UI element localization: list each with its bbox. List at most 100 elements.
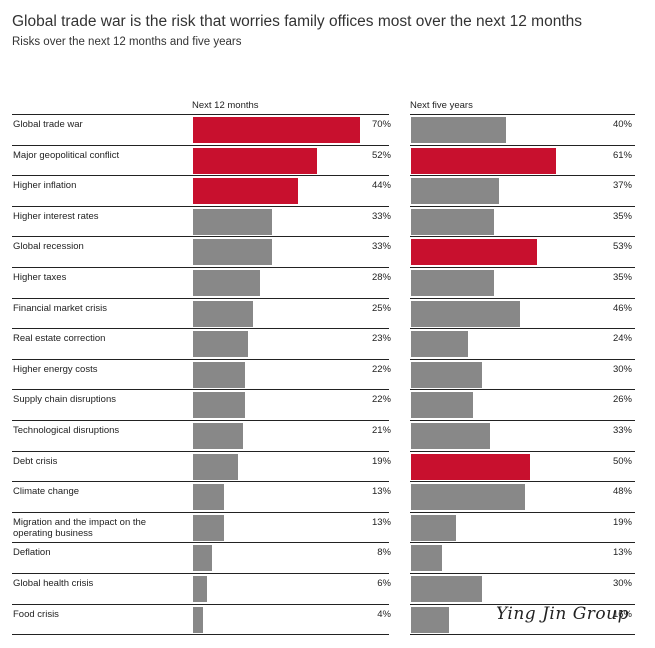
row-divider xyxy=(410,450,635,452)
bar-next-12-months xyxy=(193,208,272,235)
bar-next-five-years xyxy=(411,484,526,511)
row-divider xyxy=(12,511,389,513)
category-label: Higher inflation xyxy=(13,180,77,192)
value-label: 23% xyxy=(371,333,391,345)
category-label: Higher interest rates xyxy=(13,210,99,222)
value-label: 30% xyxy=(612,578,632,589)
row-divider xyxy=(12,542,389,544)
bar-next-12-months xyxy=(193,576,208,602)
bar-next-12-months xyxy=(193,270,260,296)
value-label: 40% xyxy=(612,119,632,130)
row-divider xyxy=(410,175,635,177)
column-header-next-five-years: Next five years xyxy=(410,100,473,111)
row-divider xyxy=(12,573,389,574)
value-label: 30% xyxy=(612,363,632,375)
row-divider xyxy=(12,175,389,177)
row-divider xyxy=(12,205,389,207)
row-divider xyxy=(12,267,389,268)
value-label: 44% xyxy=(371,180,391,192)
row-divider xyxy=(12,420,389,421)
value-label: 19% xyxy=(371,455,391,467)
bar-next-12-months xyxy=(193,606,203,633)
category-label: Technological disruptions xyxy=(13,425,120,436)
row-divider xyxy=(12,603,389,605)
row-divider xyxy=(12,328,389,330)
bar-next-12-months xyxy=(193,514,224,541)
bar-next-five-years xyxy=(411,331,469,358)
value-label: 28% xyxy=(371,272,391,283)
bar-next-five-years xyxy=(411,606,450,633)
value-label: 33% xyxy=(612,425,632,436)
watermark-logo: Ying Jin Group xyxy=(496,604,629,624)
value-label: 13% xyxy=(371,516,391,528)
bar-next-five-years xyxy=(411,239,538,266)
bar-next-12-months xyxy=(193,178,298,205)
category-label: Higher energy costs xyxy=(13,363,98,375)
row-divider xyxy=(410,603,635,605)
row-divider xyxy=(410,144,635,146)
row-divider xyxy=(12,481,389,483)
value-label: 70% xyxy=(371,119,391,130)
category-label: Major geopolitical conflict xyxy=(13,149,120,161)
category-label: Climate change xyxy=(13,486,80,498)
bar-next-five-years xyxy=(411,392,473,419)
row-divider xyxy=(410,358,635,360)
row-divider xyxy=(12,236,389,238)
bar-next-12-months xyxy=(193,300,253,327)
bar-next-five-years xyxy=(411,270,495,296)
row-divider xyxy=(410,114,635,115)
value-label: 37% xyxy=(612,180,632,192)
category-label: Migration and the impact on the operatin… xyxy=(13,516,147,539)
bar-next-12-months xyxy=(193,361,246,388)
value-label: 6% xyxy=(377,578,391,589)
bar-next-12-months xyxy=(193,392,246,419)
value-label: 50% xyxy=(612,455,632,467)
value-label: 21% xyxy=(371,425,391,436)
row-divider xyxy=(410,511,635,513)
category-label: Global health crisis xyxy=(13,578,94,589)
value-label: 13% xyxy=(371,486,391,498)
chart-title: Global trade war is the risk that worrie… xyxy=(12,13,583,30)
value-label: 33% xyxy=(371,210,391,222)
column-header-next-12-months: Next 12 months xyxy=(192,100,259,111)
bar-next-five-years xyxy=(411,178,500,205)
category-label: Deflation xyxy=(13,547,51,559)
row-divider xyxy=(410,297,635,299)
bar-next-12-months xyxy=(193,484,224,511)
row-divider xyxy=(410,634,635,636)
value-label: 35% xyxy=(612,210,632,222)
value-label: 22% xyxy=(371,394,391,406)
value-label: 19% xyxy=(612,516,632,528)
category-label: Global recession xyxy=(13,241,84,253)
category-label: Food crisis xyxy=(13,608,59,620)
value-label: 22% xyxy=(371,363,391,375)
row-divider xyxy=(410,481,635,483)
value-label: 46% xyxy=(612,302,632,314)
bar-next-five-years xyxy=(411,147,557,174)
value-label: 13% xyxy=(612,547,632,559)
row-divider xyxy=(12,450,389,452)
value-label: 33% xyxy=(371,241,391,253)
bar-next-five-years xyxy=(411,545,442,572)
row-divider xyxy=(410,542,635,544)
category-label: Global trade war xyxy=(13,119,83,130)
bar-next-five-years xyxy=(411,208,495,235)
category-label: Financial market crisis xyxy=(13,302,107,314)
value-label: 25% xyxy=(371,302,391,314)
bar-next-five-years xyxy=(411,117,507,143)
row-divider xyxy=(12,389,389,391)
row-divider xyxy=(410,205,635,207)
value-label: 4% xyxy=(377,608,391,620)
bar-next-12-months xyxy=(193,545,213,572)
row-divider xyxy=(410,236,635,238)
row-divider xyxy=(12,297,389,299)
bar-next-12-months xyxy=(193,117,360,143)
row-divider xyxy=(12,358,389,360)
bar-next-12-months xyxy=(193,331,248,358)
bar-next-five-years xyxy=(411,423,490,449)
bar-next-five-years xyxy=(411,514,457,541)
value-label: 52% xyxy=(371,149,391,161)
value-label: 53% xyxy=(612,241,632,253)
row-divider xyxy=(410,328,635,330)
